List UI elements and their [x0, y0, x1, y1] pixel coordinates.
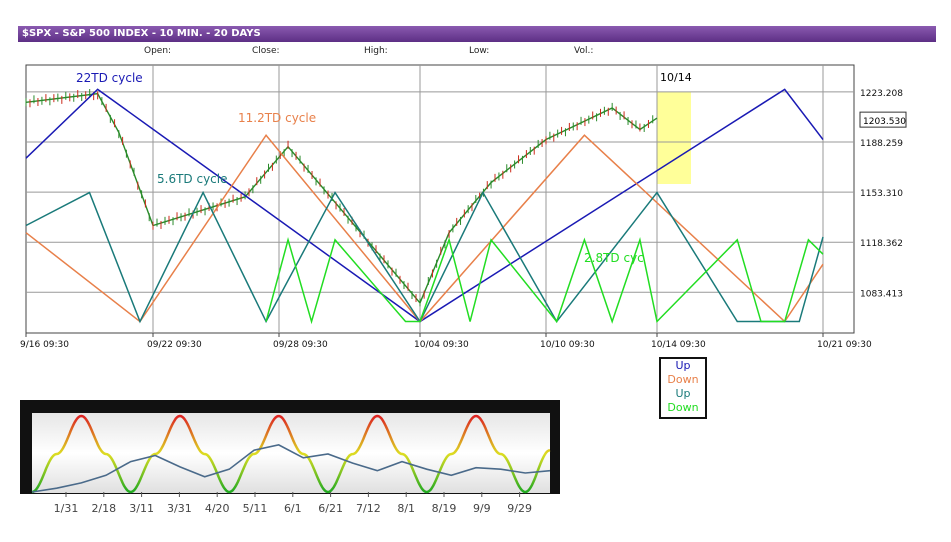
legend-item-up-22td: Up — [675, 359, 691, 372]
mini-cycle-line — [31, 414, 551, 494]
cycle-direction-legend: Up Down Up Down — [659, 357, 707, 419]
mini-x-tick-label: 6/21 — [318, 502, 343, 515]
x-tick-label: 9/16 09:30 — [20, 340, 69, 350]
legend-item-up-5td: Up — [675, 387, 691, 400]
mini-x-tick-label: 9/29 — [507, 502, 532, 515]
mini-x-tick-label: 3/11 — [129, 502, 154, 515]
mini-x-tick-label: 3/31 — [167, 502, 192, 515]
legend-item-down-11td: Down — [667, 373, 699, 386]
mini-x-tick-label: 6/1 — [284, 502, 302, 515]
last-price-box — [859, 111, 907, 128]
close-field-label: Close: — [252, 46, 280, 56]
chart-title-bar: $SPX - S&P 500 INDEX - 10 MIN. - 20 DAYS — [18, 26, 936, 42]
x-tick-label: 10/14 09:30 — [651, 340, 706, 350]
highlight-label: 10/14 — [660, 71, 692, 84]
mini-x-tick-label: 1/31 — [54, 502, 79, 515]
open-field-label: Open: — [144, 46, 172, 56]
x-tick-label: 10/21 09:30 — [817, 340, 872, 350]
seasonal-cycle-chart: 1/31 2/18 3/11 3/31 4/20 5/11 6/1 6/21 7/12 8/1 8/… — [20, 400, 560, 515]
cycle-2-8td-label: 2.8TD cyc — [584, 251, 644, 265]
cycle-22td-label: 22TD cycle — [76, 71, 143, 85]
vol-field-label: Vol.: — [574, 46, 594, 56]
mini-price-line — [31, 444, 551, 493]
mini-plot-area — [32, 413, 550, 493]
y-tick-label: 1153.310 — [860, 189, 903, 199]
cycle-5-6td-label: 5.6TD cycle — [157, 172, 227, 186]
mini-x-tick-label: 7/12 — [356, 502, 381, 515]
x-tick-label: 09/28 09:30 — [273, 340, 328, 350]
mini-x-tick-label: 5/11 — [243, 502, 268, 515]
chart-title: $SPX - S&P 500 INDEX - 10 MIN. - 20 DAYS — [22, 28, 261, 39]
x-tick-label: 10/04 09:30 — [414, 340, 469, 350]
mini-x-tick-label: 8/19 — [432, 502, 457, 515]
x-tick-label: 10/10 09:30 — [540, 340, 595, 350]
plot-area — [25, 64, 855, 334]
last-price-label: 1203.530 — [863, 117, 906, 127]
y-tick-label: 1083.413 — [860, 289, 903, 299]
cycle-11-2td-label: 11.2TD cycle — [238, 111, 316, 125]
low-field-label: Low: — [469, 46, 490, 56]
y-tick-label: 1118.362 — [860, 239, 903, 249]
x-tick-label: 09/22 09:30 — [147, 340, 202, 350]
high-field-label: High: — [364, 46, 388, 56]
y-tick-label: 1223.208 — [860, 89, 903, 99]
mini-x-tick-label: 9/9 — [473, 502, 491, 515]
ohlc-field-row: Open: Close: High: Low: Vol.: — [18, 44, 936, 60]
main-price-chart: 10/14 1223.208 1188.259 1153.310 1118.362 108… — [20, 64, 907, 350]
mini-x-tick-label: 8/1 — [397, 502, 415, 515]
mini-x-tick-label: 4/20 — [205, 502, 230, 515]
cycle-2-8td-line — [265, 237, 824, 325]
mini-x-tick-label: 2/18 — [91, 502, 116, 515]
y-tick-label: 1188.259 — [860, 139, 903, 149]
legend-item-down-2td: Down — [667, 401, 699, 414]
highlight-box — [657, 92, 691, 184]
